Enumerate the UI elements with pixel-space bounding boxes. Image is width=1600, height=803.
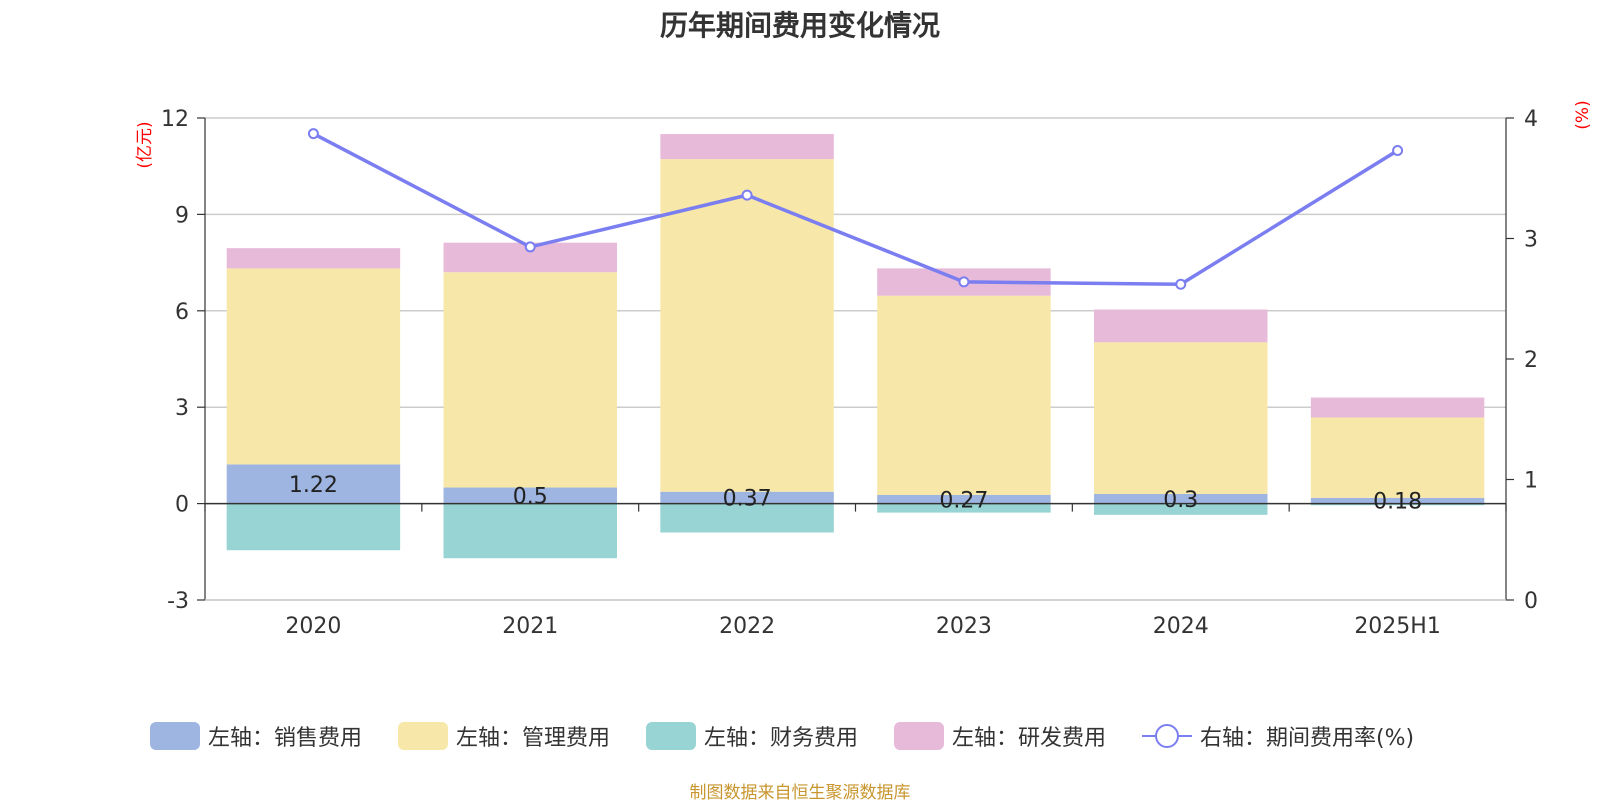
bar-segment [226, 248, 401, 269]
legend-label-admin: 左轴：管理费用 [456, 726, 611, 751]
chart-title: 历年期间费用变化情况 [659, 9, 940, 42]
category-label: 2023 [936, 614, 992, 639]
rate-point [1175, 278, 1187, 290]
left-tick-label: 12 [161, 107, 189, 132]
data-label: 0.27 [939, 488, 988, 513]
data-label: 0.37 [723, 487, 772, 512]
legend-line-marker [1142, 722, 1192, 750]
source-footer: 制图数据来自恒生聚源数据库 [689, 783, 911, 803]
data-label: 0.3 [1163, 488, 1198, 513]
legend-label-finance: 左轴：财务费用 [704, 726, 859, 751]
right-tick-label: 0 [1524, 589, 1538, 614]
bar-segment [1094, 309, 1268, 343]
legend-item-sales[interactable]: 左轴：销售费用 [150, 718, 362, 754]
legend-swatch-admin [398, 722, 448, 750]
bar-segment [1094, 503, 1268, 515]
bar-segment [443, 272, 617, 488]
legend-item-rnd[interactable]: 左轴：研发费用 [894, 718, 1106, 754]
legend-swatch-sales [150, 722, 200, 750]
bar-segment [443, 503, 617, 559]
bar-segment [226, 268, 401, 465]
bar-segment [660, 134, 834, 160]
bar-segment [877, 295, 1051, 495]
legend-item-admin[interactable]: 左轴：管理费用 [398, 718, 610, 754]
left-tick-label: 9 [175, 203, 189, 228]
legend-swatch-rnd [894, 722, 944, 750]
bar-segment [1310, 397, 1485, 418]
bar-segment [660, 491, 834, 504]
legend-label-rnd: 左轴：研发费用 [952, 726, 1107, 751]
right-tick-label: 3 [1524, 228, 1538, 253]
right-tick-label: 2 [1524, 348, 1538, 373]
legend-swatch-finance [646, 722, 696, 750]
bar-segment [1094, 493, 1268, 504]
category-label: 2025H1 [1354, 614, 1441, 639]
right-axis-unit: (%) [1573, 100, 1593, 129]
category-label: 2024 [1153, 614, 1209, 639]
left-tick-label: 6 [175, 300, 189, 325]
left-tick-label: 3 [175, 396, 189, 421]
bar-segment [226, 464, 401, 504]
data-label: 1.22 [289, 473, 338, 498]
rate-point [741, 189, 753, 201]
bar-segment [443, 487, 617, 504]
legend-item-finance[interactable]: 左轴：财务费用 [646, 718, 858, 754]
legend: 左轴：销售费用 左轴：管理费用 左轴：财务费用 左轴：研发费用 右轴：期间费用率… [0, 718, 1600, 754]
right-tick-label: 4 [1524, 107, 1538, 132]
rate-point [1392, 145, 1404, 157]
left-axis-unit: (亿元) [135, 121, 155, 168]
bar-segment [1310, 417, 1485, 498]
bar-segment [1310, 497, 1485, 504]
rate-point [307, 128, 319, 140]
bar-segment [660, 159, 834, 492]
legend-item-expense-rate[interactable]: 右轴：期间费用率(%) [1142, 718, 1414, 754]
legend-label-sales: 左轴：销售费用 [208, 726, 363, 751]
rate-point [524, 241, 536, 253]
rate-line [312, 132, 1399, 287]
rate-point [958, 276, 970, 288]
data-label: 0.18 [1373, 490, 1422, 515]
category-label: 2020 [285, 614, 341, 639]
bar-segment [226, 503, 401, 551]
right-tick-label: 1 [1524, 469, 1538, 494]
bar-segment [1094, 342, 1268, 494]
bar-segment [877, 494, 1051, 504]
left-tick-label: 0 [175, 493, 189, 518]
category-label: 2022 [719, 614, 775, 639]
left-tick-label: -3 [167, 589, 189, 614]
legend-label-expense-rate: 右轴：期间费用率(%) [1200, 726, 1415, 751]
bar-segment [1310, 503, 1485, 506]
data-label: 0.5 [513, 485, 548, 510]
category-label: 2021 [502, 614, 558, 639]
bar-segment [877, 503, 1051, 513]
bar-segment [660, 503, 834, 533]
